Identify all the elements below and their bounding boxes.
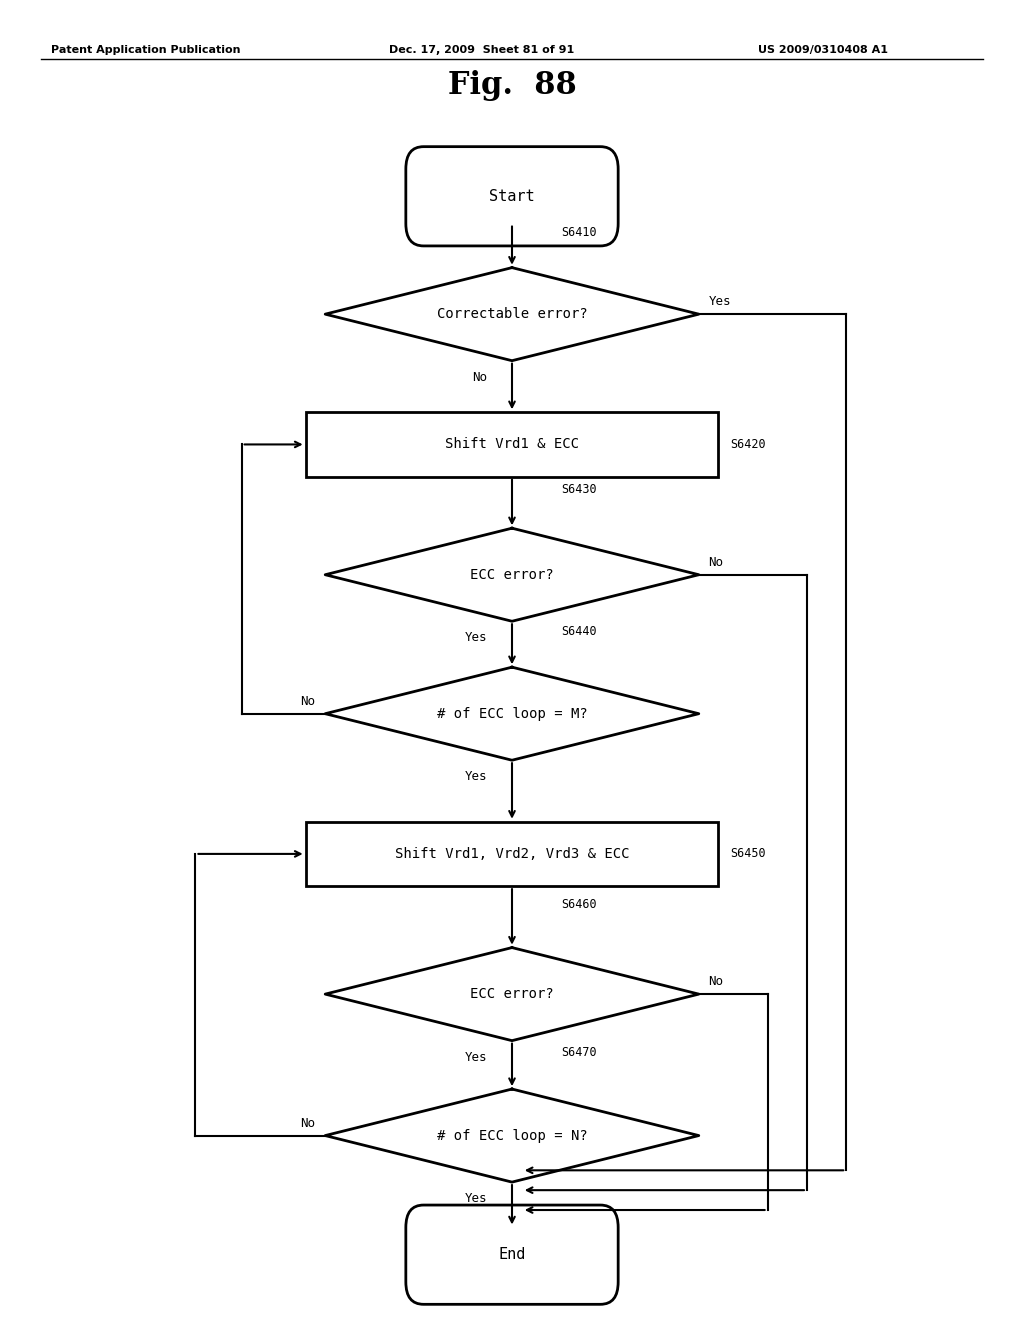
Text: ECC error?: ECC error? bbox=[470, 987, 554, 1001]
Text: No: No bbox=[709, 556, 724, 569]
Bar bbox=[305, 821, 719, 886]
Text: # of ECC loop = N?: # of ECC loop = N? bbox=[436, 1129, 588, 1143]
Text: S6470: S6470 bbox=[561, 1045, 597, 1059]
Text: Patent Application Publication: Patent Application Publication bbox=[51, 45, 241, 55]
Text: Start: Start bbox=[489, 189, 535, 203]
Text: Yes: Yes bbox=[465, 1192, 487, 1205]
Text: Shift Vrd1, Vrd2, Vrd3 & ECC: Shift Vrd1, Vrd2, Vrd3 & ECC bbox=[394, 847, 630, 861]
Text: S6430: S6430 bbox=[561, 483, 597, 496]
Text: Dec. 17, 2009  Sheet 81 of 91: Dec. 17, 2009 Sheet 81 of 91 bbox=[389, 45, 574, 55]
FancyBboxPatch shape bbox=[406, 1205, 618, 1304]
Text: Yes: Yes bbox=[465, 770, 487, 783]
Text: No: No bbox=[300, 1117, 315, 1130]
Text: Correctable error?: Correctable error? bbox=[436, 308, 588, 321]
Text: ECC error?: ECC error? bbox=[470, 568, 554, 582]
Text: # of ECC loop = M?: # of ECC loop = M? bbox=[436, 706, 588, 721]
Text: S6440: S6440 bbox=[561, 624, 597, 638]
Text: Shift Vrd1 & ECC: Shift Vrd1 & ECC bbox=[445, 437, 579, 451]
Text: No: No bbox=[472, 371, 487, 384]
Text: US 2009/0310408 A1: US 2009/0310408 A1 bbox=[758, 45, 888, 55]
Text: No: No bbox=[709, 975, 724, 989]
Bar bbox=[305, 412, 719, 477]
Text: Yes: Yes bbox=[465, 1051, 487, 1064]
Text: S6420: S6420 bbox=[730, 438, 766, 451]
Text: End: End bbox=[499, 1247, 525, 1262]
Text: Yes: Yes bbox=[709, 296, 731, 309]
Text: Yes: Yes bbox=[465, 631, 487, 644]
Text: S6450: S6450 bbox=[730, 847, 766, 861]
Text: No: No bbox=[300, 694, 315, 708]
FancyBboxPatch shape bbox=[406, 147, 618, 246]
Text: S6460: S6460 bbox=[561, 898, 597, 911]
Text: Fig.  88: Fig. 88 bbox=[447, 70, 577, 102]
Text: S6410: S6410 bbox=[561, 227, 597, 239]
